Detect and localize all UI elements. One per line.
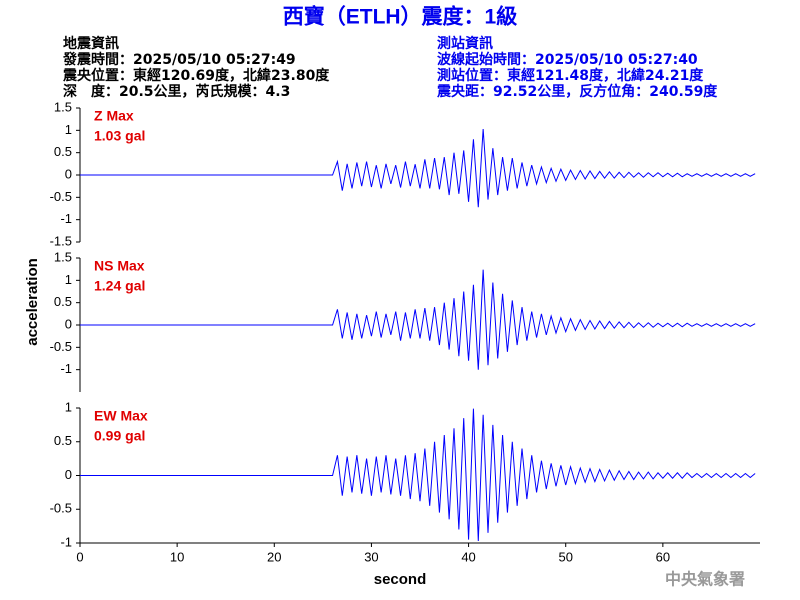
- y-tick-label: 1: [65, 122, 72, 137]
- panel-value: 1.03 gal: [94, 128, 145, 144]
- panel-value: 0.99 gal: [94, 428, 145, 444]
- y-tick-label: 1: [65, 272, 72, 287]
- y-tick-label: -1: [60, 534, 72, 549]
- panel-label: Z Max: [94, 108, 134, 124]
- y-tick-label: 0.5: [54, 294, 72, 309]
- y-axis-label: acceleration: [24, 258, 41, 346]
- x-tick-label: 10: [170, 549, 184, 564]
- x-tick-label: 50: [558, 549, 572, 564]
- footer: 中央氣象署: [665, 570, 745, 589]
- x-tick-label: 60: [656, 549, 670, 564]
- info-line: 波線起始時間：2025/05/10 05:27:40: [437, 51, 698, 68]
- y-tick-label: 1.5: [54, 99, 72, 114]
- x-tick-label: 20: [267, 549, 281, 564]
- info-line: 發震時間：2025/05/10 05:27:49: [62, 51, 296, 68]
- x-axis-label: second: [374, 571, 427, 588]
- panel-label: NS Max: [94, 258, 145, 274]
- info-line: 測站資訊: [437, 35, 493, 52]
- y-tick-label: 0.5: [54, 144, 72, 159]
- y-tick-label: -1.5: [50, 233, 72, 248]
- waveform: [80, 269, 756, 370]
- panel-value: 1.24 gal: [94, 278, 145, 294]
- info-line: 測站位置：東經121.48度，北緯24.21度: [437, 67, 704, 84]
- waveform: [80, 128, 756, 208]
- x-tick-label: 30: [364, 549, 378, 564]
- y-tick-label: 1.5: [54, 249, 72, 264]
- info-line: 地震資訊: [63, 35, 119, 52]
- info-line: 震央位置：東經120.69度，北緯23.80度: [62, 67, 330, 84]
- y-tick-label: -0.5: [50, 189, 72, 204]
- y-tick-label: 0.5: [54, 433, 72, 448]
- x-tick-label: 40: [461, 549, 475, 564]
- y-tick-label: 0: [65, 166, 72, 181]
- info-line: 震央距：92.52公里，反方位角：240.59度: [436, 83, 718, 100]
- y-tick-label: 0: [65, 316, 72, 331]
- x-tick-label: 0: [76, 549, 83, 564]
- panel-label: EW Max: [94, 408, 148, 424]
- y-tick-label: -0.5: [50, 339, 72, 354]
- waveform: [80, 408, 756, 541]
- y-tick-label: -0.5: [50, 501, 72, 516]
- y-tick-label: 0: [65, 467, 72, 482]
- chart-title: 西寶（ETLH）震度：1級: [283, 5, 518, 29]
- y-tick-label: 1: [65, 399, 72, 414]
- y-tick-label: -1: [60, 211, 72, 226]
- y-tick-label: -1: [60, 361, 72, 376]
- info-line: 深 度：20.5公里，芮氏規模：4.3: [63, 83, 290, 100]
